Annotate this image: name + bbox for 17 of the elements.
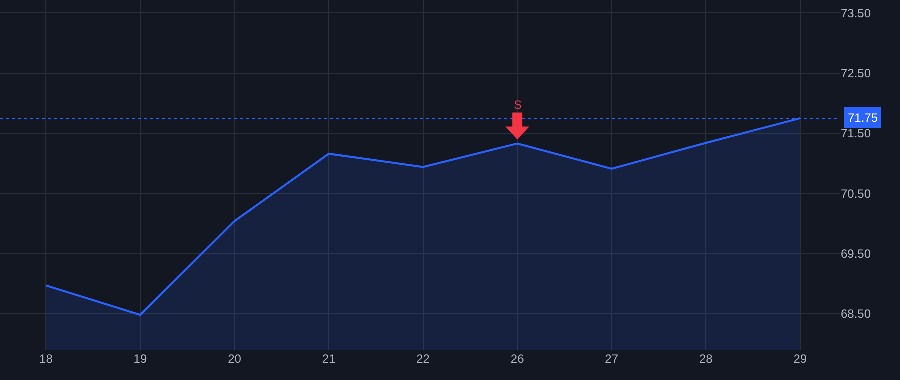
- x-tick-label: 19: [134, 352, 148, 366]
- x-tick-label: 20: [228, 352, 242, 366]
- y-tick-label: 71.50: [841, 126, 872, 141]
- x-tick-label: 18: [40, 352, 54, 366]
- y-tick-label: 69.50: [841, 246, 872, 261]
- ref-line-label: 71.75: [848, 111, 878, 125]
- y-tick-label: 70.50: [841, 186, 872, 201]
- annotation: S: [514, 98, 522, 112]
- y-tick-label: 68.50: [841, 307, 872, 322]
- y-tick-label: 73.50: [841, 6, 872, 20]
- x-tick-label: 26: [510, 352, 525, 366]
- x-tick-label: 21: [322, 352, 336, 366]
- y-tick-label: 72.50: [841, 66, 872, 81]
- x-tick-label: 28: [699, 352, 714, 366]
- x-tick-label: 27: [605, 352, 619, 366]
- x-tick-label: 29: [794, 352, 808, 366]
- x-tick-label: 22: [416, 352, 430, 366]
